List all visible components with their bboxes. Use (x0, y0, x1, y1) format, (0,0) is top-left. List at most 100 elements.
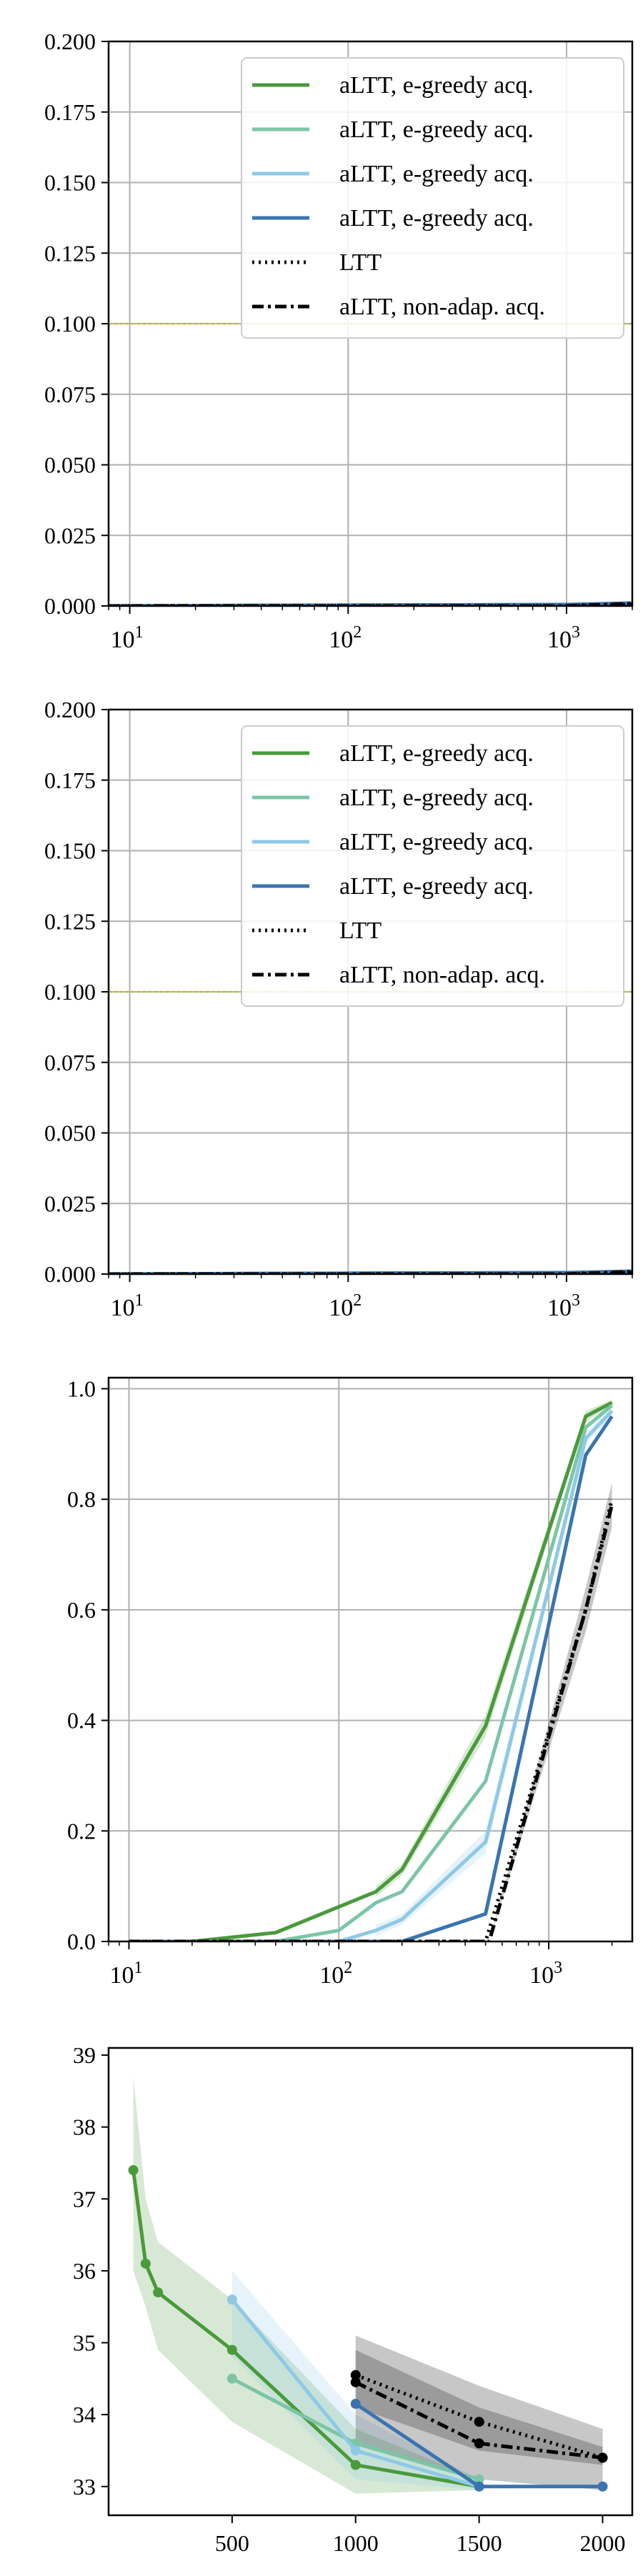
chart-panel-2: 0.000 0.025 0.050 0.075 0.100 0.125 0.150 0.175… (44, 697, 634, 1321)
legend-label: aLTT, non-adap. acq. (339, 294, 545, 320)
legend-label: aLTT, e-greedy acq. (339, 873, 534, 900)
y-tick-label: 0.075 (44, 382, 96, 407)
y-tick-label: 0.100 (44, 311, 96, 337)
x-tick-base: 10 (319, 1962, 344, 1989)
y-tick-label: 36 (73, 2258, 96, 2284)
y-tick-label: 0.100 (44, 979, 96, 1005)
y-tick-label: 0.6 (67, 1597, 96, 1623)
y-tick-label: 0.150 (44, 838, 96, 864)
x-tick-label: 102 (319, 1959, 352, 1989)
y-tick-label: 0.150 (44, 170, 96, 196)
y-tick-label: 33 (73, 2474, 96, 2500)
plot-area (129, 1399, 614, 1941)
x-tick-base: 10 (329, 1295, 353, 1321)
y-tick-label: 37 (73, 2186, 96, 2212)
data-point (140, 2258, 151, 2269)
x-tick-exponent: 1 (135, 1291, 144, 1310)
y-tick-label: 0.125 (44, 240, 96, 266)
x-tick-base: 10 (111, 627, 135, 653)
y-tick-label: 0.025 (44, 522, 96, 548)
y-tick-label: 0.175 (44, 99, 96, 125)
x-tick-exponent: 2 (353, 1291, 362, 1310)
x-tick-label: 500 (215, 2530, 249, 2556)
y-tick-label: 39 (73, 2042, 96, 2068)
x-tick-label: 103 (547, 1291, 580, 1321)
axes-frame (107, 1376, 634, 1943)
legend-label: aLTT, e-greedy acq. (339, 205, 534, 232)
y-tick-label: 1.0 (67, 1376, 96, 1401)
data-point (128, 2165, 139, 2176)
legend-label: aLTT, non-adap. acq. (339, 962, 545, 988)
data-point (153, 2287, 164, 2298)
y-tick-label: 38 (73, 2114, 96, 2140)
data-point (474, 2417, 484, 2427)
x-tick-base: 10 (109, 1962, 134, 1989)
x-tick-label: 103 (529, 1959, 562, 1989)
y-tick-label: 0.175 (44, 767, 96, 793)
confidence-band-green (133, 2077, 479, 2494)
y-tick-label: 0.025 (44, 1190, 96, 1216)
y-tick-label: 0.000 (44, 1261, 96, 1287)
chart-panel-4: 33 34 35 36 37 38 39 500 1000 1500 2000 (73, 2042, 634, 2556)
series-line-5 (109, 602, 632, 606)
series-line-5 (109, 1270, 632, 1274)
y-tick-label: 0.050 (44, 452, 96, 478)
x-tick-label: 101 (111, 623, 144, 653)
x-tick-exponent: 3 (572, 1291, 580, 1310)
y-tick-label: 0.050 (44, 1120, 96, 1146)
y-tick-label: 0.200 (44, 697, 96, 722)
x-tick-exponent: 2 (353, 623, 362, 642)
y-tick-label: 0.125 (44, 908, 96, 934)
legend-label: aLTT, e-greedy acq. (339, 829, 534, 855)
data-point (474, 2438, 484, 2449)
series-line-1 (131, 2169, 480, 2489)
y-tick-label: 0.200 (44, 29, 96, 54)
x-tick-base: 10 (529, 1962, 554, 1989)
x-tick-label: 101 (111, 1291, 144, 1321)
confidence-band-green (376, 1399, 612, 1898)
legend-box (241, 725, 624, 1007)
x-tick-label: 102 (329, 1291, 362, 1321)
x-tick-label: 1500 (457, 2530, 502, 2556)
legend-label: LTT (339, 917, 382, 944)
legend-label: aLTT, e-greedy acq. (339, 740, 534, 767)
x-tick-exponent: 2 (344, 1959, 352, 1977)
x-tick-label: 103 (547, 623, 580, 653)
y-tick-label: 0.8 (67, 1486, 96, 1512)
y-tick-label: 0.075 (44, 1050, 96, 1075)
data-point (597, 2452, 608, 2463)
series-line-2 (129, 1403, 614, 1941)
x-tick-base: 10 (547, 1295, 572, 1321)
data-point (350, 2369, 361, 2380)
x-tick-label: 102 (329, 623, 362, 653)
x-tick-base: 10 (111, 1295, 135, 1321)
y-tick-label: 0.0 (67, 1929, 96, 1954)
legend-box (241, 57, 624, 339)
x-tick-label: 2000 (580, 2530, 626, 2556)
x-tick-exponent: 3 (572, 623, 580, 642)
legend-label: LTT (339, 249, 382, 276)
legend-label: aLTT, e-greedy acq. (339, 785, 534, 811)
axes-frame (107, 2047, 634, 2517)
plot-area (128, 2077, 608, 2494)
data-point (350, 2377, 361, 2387)
y-tick-label: 35 (73, 2330, 96, 2356)
x-tick-exponent: 1 (135, 623, 144, 642)
x-tick-exponent: 3 (554, 1959, 562, 1977)
data-point (226, 2373, 237, 2384)
chart-panel-1: 0.000 0.025 0.050 0.075 0.100 0.125 0.150 0.175… (44, 29, 634, 653)
data-point (350, 2460, 361, 2470)
x-tick-label: 101 (109, 1959, 142, 1989)
data-point (226, 2344, 237, 2355)
data-point (474, 2481, 484, 2492)
y-tick-label: 0.000 (44, 593, 96, 619)
data-point (474, 2474, 484, 2485)
x-tick-base: 10 (547, 627, 572, 653)
data-point (226, 2294, 237, 2305)
confidence-band-black (355, 2349, 603, 2465)
series-line-4 (129, 1415, 614, 1941)
data-point (597, 2481, 608, 2492)
